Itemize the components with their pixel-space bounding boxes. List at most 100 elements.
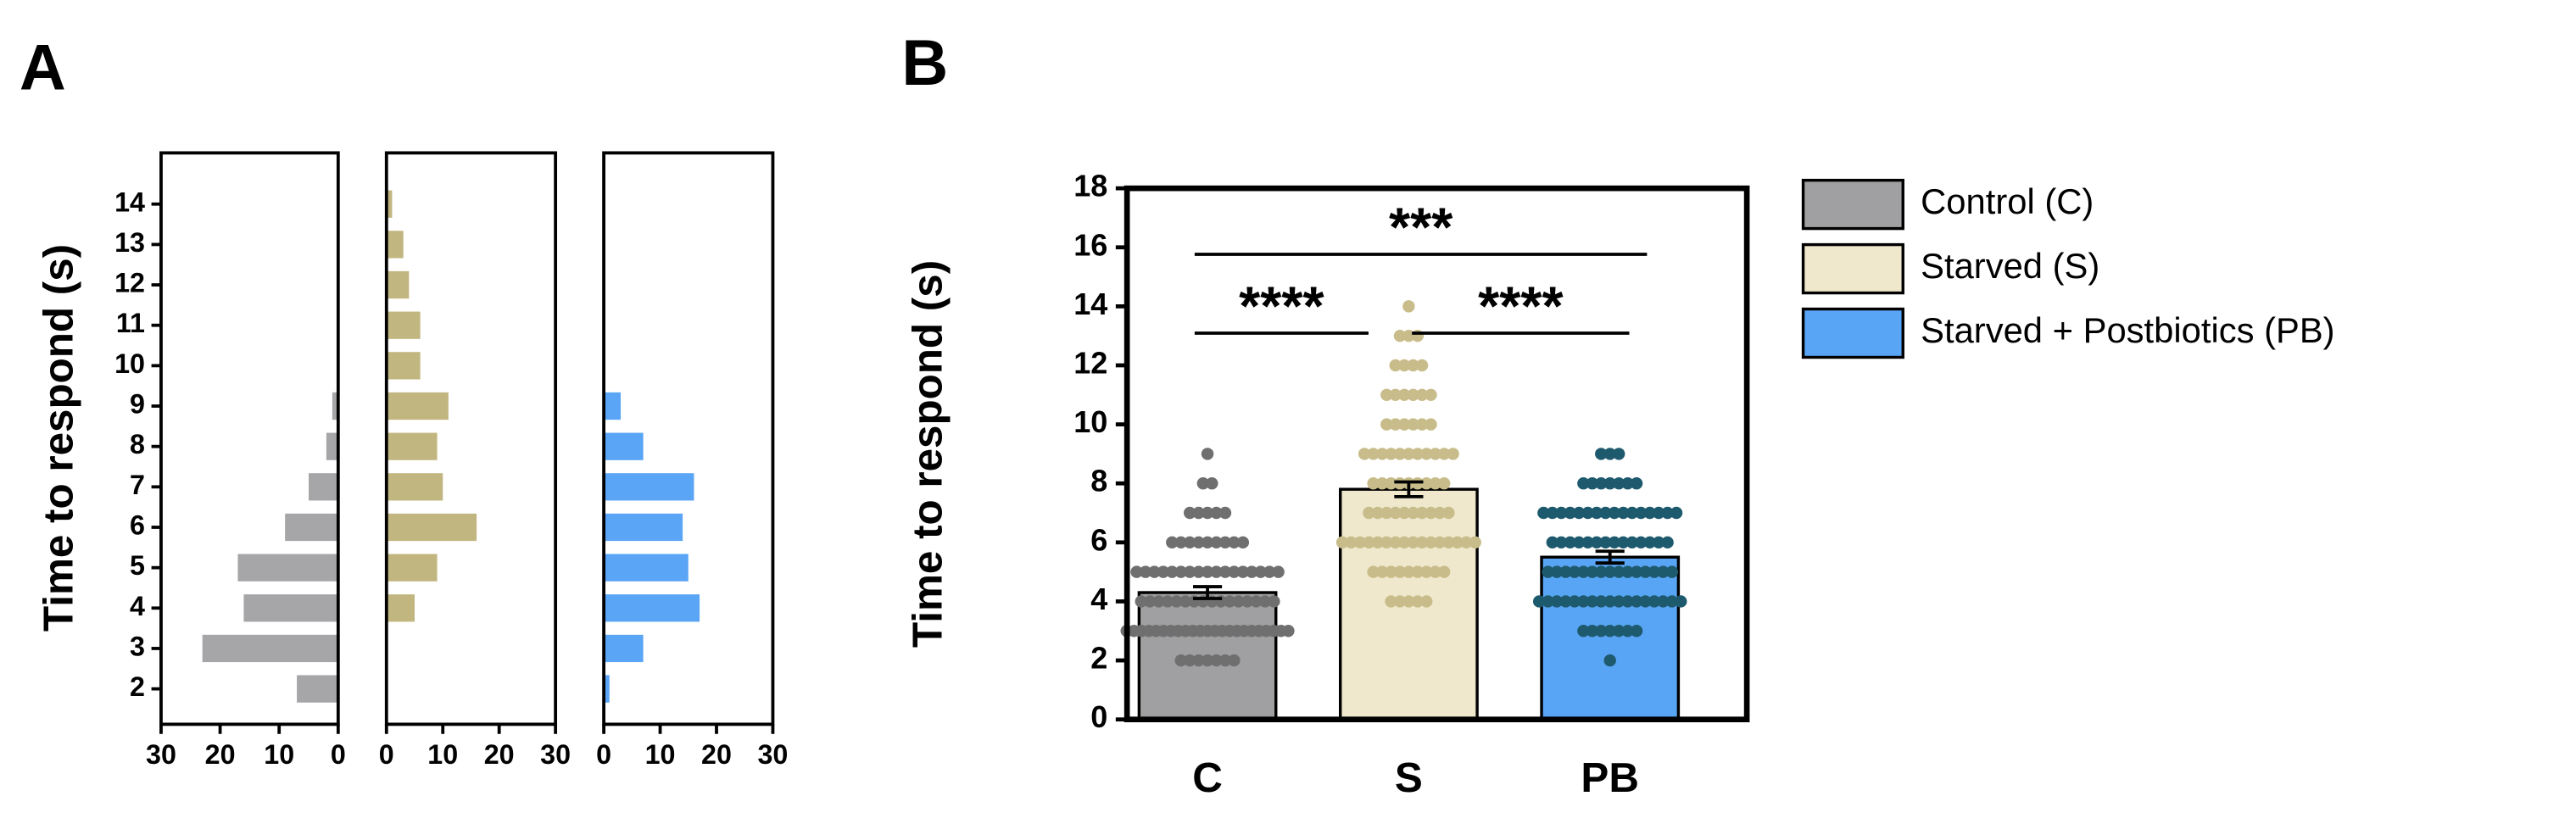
data-point bbox=[1429, 477, 1441, 490]
data-point bbox=[1210, 506, 1223, 520]
data-point bbox=[1411, 565, 1425, 578]
data-point bbox=[1402, 448, 1415, 460]
data-point bbox=[1143, 595, 1157, 608]
data-point bbox=[1630, 595, 1643, 608]
data-point bbox=[1397, 359, 1411, 372]
data-point bbox=[1429, 448, 1441, 460]
data-point bbox=[1433, 506, 1447, 520]
data-point bbox=[1661, 536, 1674, 549]
data-point bbox=[1577, 565, 1590, 578]
data-point bbox=[1210, 565, 1223, 578]
panel-label: A bbox=[20, 32, 66, 104]
data-point bbox=[1170, 595, 1183, 608]
data-point bbox=[1268, 595, 1280, 608]
data-point bbox=[1393, 448, 1407, 460]
data-point bbox=[1411, 448, 1425, 460]
bar bbox=[604, 392, 622, 420]
data-point bbox=[1232, 595, 1245, 608]
data-point bbox=[1358, 448, 1371, 460]
data-point bbox=[1183, 565, 1196, 578]
y-tick-label: 18 bbox=[1073, 169, 1107, 203]
plot-frame bbox=[602, 151, 775, 726]
y-tick-label: 0 bbox=[1090, 699, 1107, 734]
data-point bbox=[1161, 595, 1174, 608]
data-point bbox=[1201, 565, 1214, 578]
bar bbox=[237, 554, 338, 582]
y-tick-label: 4 bbox=[130, 591, 145, 621]
data-point bbox=[1250, 595, 1263, 608]
data-point bbox=[1380, 536, 1393, 549]
data-point bbox=[1393, 565, 1407, 578]
data-point bbox=[1402, 595, 1415, 608]
data-point bbox=[1661, 506, 1674, 520]
data-point bbox=[1542, 565, 1554, 578]
data-point bbox=[1546, 536, 1559, 549]
y-tick-label: 14 bbox=[114, 186, 145, 217]
y-tick-label: 13 bbox=[114, 227, 145, 258]
data-point bbox=[1375, 448, 1389, 460]
data-point bbox=[1559, 595, 1572, 608]
data-point bbox=[1572, 536, 1586, 549]
data-point bbox=[1420, 477, 1433, 490]
plot-frame bbox=[159, 151, 340, 726]
data-point bbox=[1621, 595, 1634, 608]
data-point bbox=[1550, 565, 1564, 578]
data-point bbox=[1437, 477, 1451, 490]
data-point bbox=[1617, 506, 1630, 520]
data-point bbox=[1183, 506, 1196, 520]
data-point bbox=[1402, 565, 1415, 578]
data-point bbox=[1577, 595, 1590, 608]
data-point bbox=[1586, 625, 1599, 637]
bar bbox=[386, 190, 393, 218]
y-tick-label: 9 bbox=[130, 389, 145, 420]
y-tick-label: 5 bbox=[130, 550, 145, 581]
bar bbox=[386, 231, 404, 259]
y-tick-label: 11 bbox=[116, 308, 145, 338]
data-point bbox=[1192, 565, 1205, 578]
data-point bbox=[1420, 595, 1433, 608]
x-tick-label: 10 bbox=[264, 739, 294, 770]
data-point bbox=[1621, 625, 1634, 637]
data-point bbox=[1447, 448, 1459, 460]
data-point bbox=[1420, 448, 1433, 460]
data-point bbox=[1652, 506, 1665, 520]
data-point bbox=[1635, 506, 1648, 520]
data-point bbox=[1577, 625, 1590, 637]
data-point bbox=[1263, 565, 1276, 578]
data-point bbox=[1581, 506, 1594, 520]
data-point bbox=[1385, 565, 1397, 578]
bar bbox=[386, 352, 421, 380]
data-point bbox=[1577, 477, 1590, 490]
data-point bbox=[1353, 536, 1367, 549]
y-axis-title: Time to respond (s) bbox=[905, 260, 951, 648]
data-point bbox=[1568, 595, 1581, 608]
bar bbox=[309, 473, 338, 501]
legend-swatch bbox=[1801, 178, 1904, 231]
data-point bbox=[1420, 565, 1433, 578]
data-point bbox=[1282, 625, 1295, 637]
data-point bbox=[1397, 388, 1411, 402]
data-point bbox=[1612, 595, 1625, 608]
data-point bbox=[1272, 565, 1285, 578]
data-point bbox=[1397, 536, 1411, 549]
data-point bbox=[1595, 477, 1608, 490]
data-point bbox=[1586, 477, 1599, 490]
x-tick-label: 30 bbox=[540, 739, 571, 770]
data-point bbox=[1586, 595, 1599, 608]
data-point bbox=[1630, 565, 1643, 578]
data-point bbox=[1429, 565, 1441, 578]
data-point bbox=[1411, 595, 1425, 608]
bar bbox=[604, 432, 644, 460]
data-point bbox=[1407, 359, 1419, 372]
data-point bbox=[1586, 565, 1599, 578]
data-point bbox=[1335, 536, 1349, 549]
bar bbox=[297, 675, 338, 703]
data-point bbox=[1617, 536, 1630, 549]
y-tick-label: 8 bbox=[130, 429, 145, 459]
data-point bbox=[1236, 565, 1250, 578]
bar bbox=[1540, 555, 1681, 721]
legend-label: Starved + Postbiotics (PB) bbox=[1921, 310, 2334, 350]
y-tick-label: 10 bbox=[114, 348, 145, 379]
bar bbox=[604, 634, 644, 663]
